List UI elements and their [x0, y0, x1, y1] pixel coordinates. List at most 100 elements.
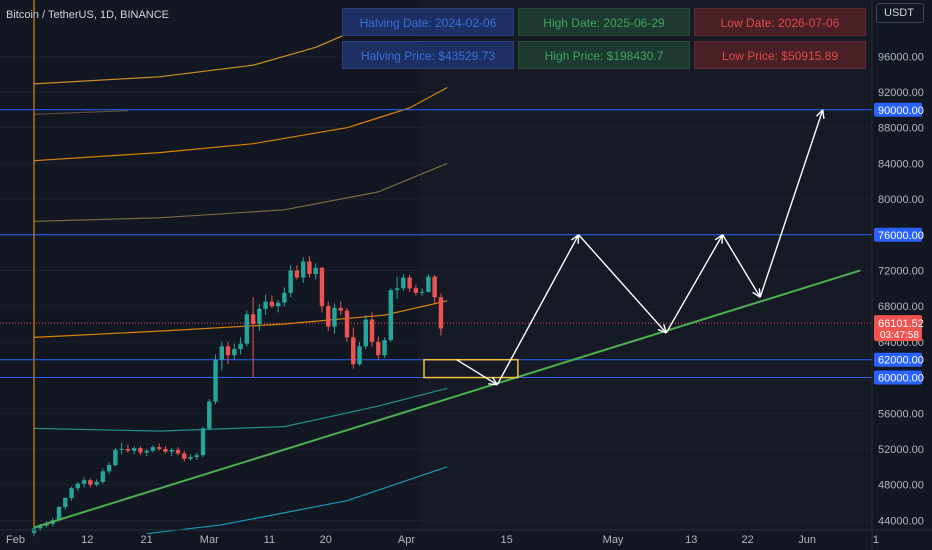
candle-body[interactable] — [357, 346, 362, 365]
candle-body[interactable] — [332, 307, 337, 327]
projection-segment[interactable] — [456, 359, 498, 386]
candle-body[interactable] — [269, 301, 275, 307]
candle-body[interactable] — [125, 448, 131, 451]
time-tick-label: May — [603, 534, 624, 546]
candle-body[interactable] — [138, 448, 143, 453]
projection-segment[interactable] — [496, 234, 580, 386]
candle-body[interactable] — [225, 346, 231, 356]
candle-body[interactable] — [326, 306, 331, 327]
candle-body[interactable] — [238, 343, 243, 349]
projection-path[interactable] — [456, 109, 825, 386]
projection-segment[interactable] — [665, 234, 724, 334]
countdown-label: 03:47:58 — [880, 330, 919, 341]
candle-body[interactable] — [182, 453, 187, 459]
arrowhead — [714, 234, 723, 241]
candle-body[interactable] — [131, 448, 137, 451]
candle-body[interactable] — [88, 480, 93, 485]
candle-body[interactable] — [413, 288, 419, 293]
candle-body[interactable] — [351, 337, 356, 365]
candle-body[interactable] — [338, 307, 343, 311]
future-area-shade — [420, 0, 872, 530]
candle-body[interactable] — [75, 483, 81, 489]
time-tick-label: 12 — [81, 534, 93, 546]
candle-body[interactable] — [188, 456, 193, 459]
candle-body[interactable] — [376, 341, 381, 356]
arrowhead — [657, 328, 667, 334]
candle-body[interactable] — [157, 447, 162, 449]
candle-body[interactable] — [419, 291, 425, 293]
candle-body[interactable] — [100, 471, 106, 482]
candle-body[interactable] — [94, 481, 99, 485]
candle-body[interactable] — [207, 401, 212, 429]
candle-body[interactable] — [382, 340, 387, 356]
level-badge — [874, 102, 922, 117]
candle-body[interactable] — [263, 301, 268, 309]
candle-body[interactable] — [300, 261, 306, 278]
candle-body[interactable] — [175, 449, 181, 454]
support-box[interactable] — [423, 358, 519, 379]
candlesticks[interactable] — [31, 256, 444, 537]
time-tick-label: 20 — [320, 534, 332, 546]
projection-segment[interactable] — [759, 109, 824, 298]
level-badge-label: 76000.00 — [878, 230, 924, 242]
candle-body[interactable] — [200, 428, 206, 456]
candle-body[interactable] — [56, 506, 62, 521]
candle-body[interactable] — [81, 480, 87, 484]
candle-body[interactable] — [257, 308, 262, 325]
candle-body[interactable] — [313, 267, 318, 275]
projection-segment[interactable] — [722, 234, 761, 298]
candle-body[interactable] — [150, 447, 156, 451]
time-scale[interactable]: Feb 12 21 Mar 11 20 Apr 15 May 13 22 Jun 1 — [6, 534, 879, 546]
candle-body[interactable] — [401, 277, 406, 289]
candle-body[interactable] — [363, 319, 368, 347]
candle-body[interactable] — [250, 314, 256, 325]
candle-body[interactable] — [294, 270, 300, 278]
candle-body[interactable] — [394, 288, 400, 291]
trendline[interactable] — [33, 269, 861, 529]
current-price-badge-bg — [874, 315, 922, 342]
level-badge-label: 60000.00 — [878, 373, 924, 385]
moving-average-line — [33, 33, 348, 85]
time-tick-label: Apr — [398, 534, 415, 546]
candle-body[interactable] — [388, 290, 394, 341]
candle-body[interactable] — [232, 348, 237, 356]
candle-body[interactable] — [426, 276, 431, 292]
candle-body[interactable] — [106, 465, 112, 472]
candle-body[interactable] — [369, 319, 375, 342]
candle-body[interactable] — [119, 448, 124, 450]
candle-body[interactable] — [244, 314, 250, 344]
current-price-label: 66101.52 — [878, 318, 924, 330]
time-tick-label: 1 — [873, 534, 879, 546]
level-badge-label: 62000.00 — [878, 355, 924, 367]
candle-body[interactable] — [31, 528, 37, 533]
candle-body[interactable] — [219, 346, 224, 360]
high-date-box: High Date: 2025-06-29 — [518, 8, 690, 36]
currency-selector[interactable]: USDT — [876, 3, 924, 23]
candle-body[interactable] — [63, 498, 68, 507]
candle-body[interactable] — [307, 261, 312, 275]
candle-body[interactable] — [275, 302, 281, 307]
candle-body[interactable] — [44, 523, 49, 526]
candle-body[interactable] — [432, 276, 437, 298]
candle-body[interactable] — [344, 310, 350, 338]
candle-body[interactable] — [113, 449, 118, 466]
symbol-title[interactable]: Bitcoin / TetherUS, 1D, BINANCE — [6, 9, 170, 21]
candle-body[interactable] — [288, 270, 293, 293]
candle-body[interactable] — [38, 525, 43, 529]
candle-body[interactable] — [282, 292, 287, 303]
candle-body[interactable] — [213, 359, 218, 402]
candle-body[interactable] — [438, 297, 444, 329]
candle-body[interactable] — [169, 449, 174, 452]
projection-segment[interactable] — [578, 234, 667, 334]
candle-body[interactable] — [194, 455, 199, 457]
candle-body[interactable] — [69, 488, 74, 499]
arrowhead — [721, 234, 724, 244]
candle-body[interactable] — [319, 267, 325, 307]
price-tick-label: 72000.00 — [878, 265, 924, 277]
candle-body[interactable] — [163, 448, 168, 452]
high-price-box: High Price: $198430.7 — [518, 41, 690, 69]
candle-body[interactable] — [144, 450, 149, 453]
candle-body[interactable] — [407, 277, 412, 289]
